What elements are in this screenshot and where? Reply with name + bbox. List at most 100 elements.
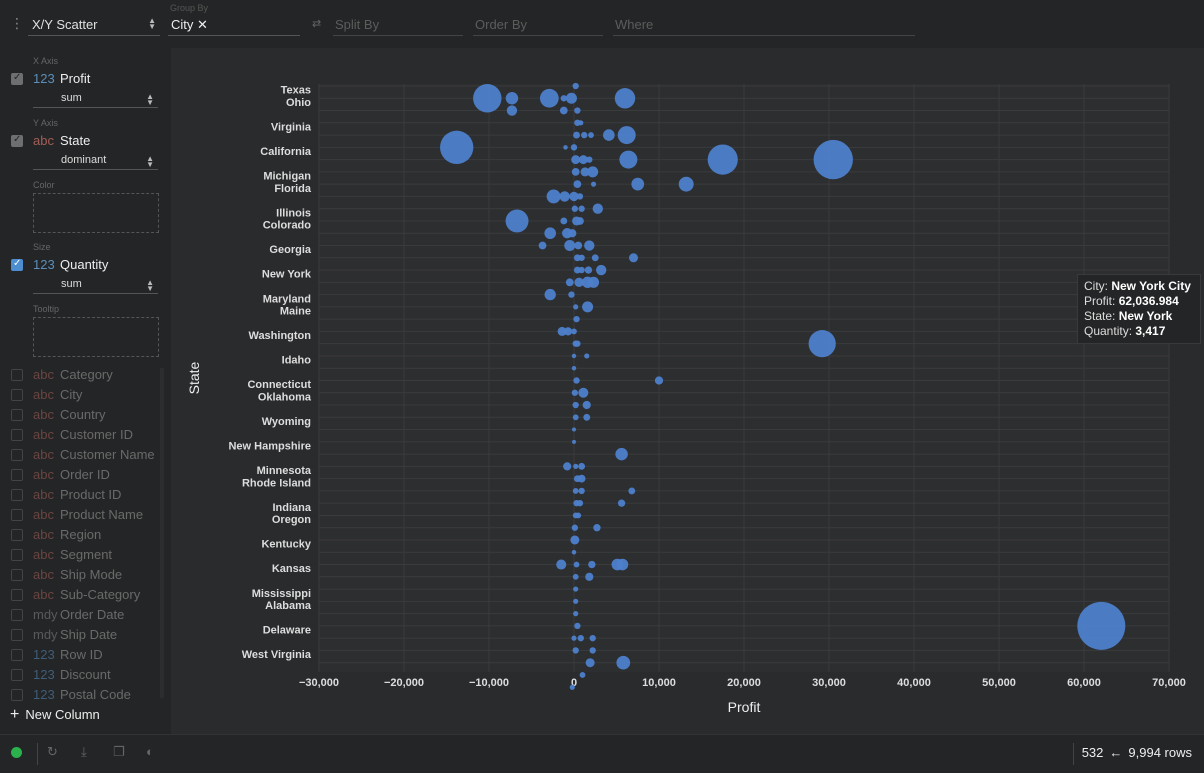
scatter-point[interactable]	[707, 144, 738, 175]
new-column-button[interactable]: + New Column	[10, 706, 100, 724]
scatter-point[interactable]	[571, 167, 580, 176]
scatter-point[interactable]	[574, 241, 583, 250]
scatter-chart[interactable]: −30,000 −20,000 −10,000 0 10,000 20,000 30,000…	[171, 48, 1204, 734]
plugin-select[interactable]: X/Y Scatter ▲ ▼	[28, 12, 160, 36]
scatter-point[interactable]	[572, 414, 579, 421]
scatter-point[interactable]	[573, 611, 579, 617]
scatter-point[interactable]	[560, 217, 568, 225]
scatter-point[interactable]	[573, 463, 579, 469]
scatter-point[interactable]	[573, 131, 580, 139]
column-checkbox[interactable]	[11, 389, 23, 401]
column-item[interactable]: abc Region	[10, 526, 170, 544]
scatter-point[interactable]	[571, 205, 579, 212]
scatter-point[interactable]	[565, 92, 577, 104]
column-checkbox[interactable]	[11, 509, 23, 521]
remove-pill-icon[interactable]: ✕	[197, 17, 208, 32]
scatter-point[interactable]	[576, 499, 584, 507]
column-item[interactable]: abc Category	[10, 366, 170, 384]
column-item[interactable]: abc Product Name	[10, 506, 170, 524]
column-item[interactable]: abc Ship Mode	[10, 566, 170, 584]
group-by-pill[interactable]: City ✕	[171, 17, 208, 33]
scatter-point[interactable]	[544, 227, 557, 240]
scatter-point[interactable]	[571, 550, 577, 555]
scatter-point[interactable]	[571, 635, 577, 641]
group-by-field[interactable]: City ✕	[168, 12, 300, 36]
scatter-point[interactable]	[544, 288, 556, 301]
scatter-point[interactable]	[628, 487, 636, 495]
size-checkbox[interactable]	[11, 258, 23, 271]
scatter-point[interactable]	[473, 84, 502, 113]
scatter-point[interactable]	[583, 413, 591, 421]
column-checkbox[interactable]	[11, 489, 23, 501]
column-item[interactable]: abc Customer ID	[10, 426, 170, 444]
column-item[interactable]: abc City	[10, 386, 170, 404]
scatter-point[interactable]	[559, 106, 568, 115]
sidebar-scrollbar[interactable]	[160, 368, 164, 698]
scatter-point[interactable]	[564, 240, 576, 252]
x-axis-checkbox[interactable]	[11, 72, 23, 85]
scatter-point[interactable]	[578, 487, 585, 495]
scatter-point[interactable]	[578, 266, 585, 274]
scatter-point[interactable]	[678, 176, 694, 192]
scatter-point[interactable]	[572, 427, 576, 432]
scatter-point[interactable]	[579, 672, 586, 678]
scatter-point[interactable]	[582, 301, 594, 313]
scatter-point[interactable]	[588, 132, 594, 138]
scatter-point[interactable]	[584, 240, 595, 251]
drag-handle-icon[interactable]: ⋮	[10, 15, 24, 31]
scatter-point[interactable]	[588, 276, 600, 288]
column-item[interactable]: abc Customer Name	[10, 446, 170, 464]
scatter-point[interactable]	[571, 155, 581, 165]
column-item[interactable]: abc Order ID	[10, 466, 170, 484]
scatter-point[interactable]	[574, 107, 581, 114]
scatter-point[interactable]	[578, 462, 586, 470]
column-checkbox[interactable]	[11, 609, 23, 621]
scatter-point[interactable]	[560, 95, 567, 102]
scatter-point[interactable]	[616, 655, 631, 670]
scatter-point[interactable]	[574, 340, 581, 347]
scatter-point[interactable]	[591, 254, 599, 262]
scatter-point[interactable]	[629, 253, 638, 263]
size-aggregate-select[interactable]: sum ▲ ▼	[33, 276, 158, 294]
column-checkbox[interactable]	[11, 449, 23, 461]
column-checkbox[interactable]	[11, 649, 23, 661]
scatter-point[interactable]	[573, 180, 582, 189]
scatter-point[interactable]	[592, 203, 603, 214]
scatter-point[interactable]	[556, 559, 567, 570]
scatter-point[interactable]	[578, 387, 589, 398]
scatter-point[interactable]	[577, 474, 586, 483]
order-by-field[interactable]: Order By	[473, 12, 603, 36]
scatter-point[interactable]	[574, 277, 584, 288]
scatter-point[interactable]	[614, 88, 636, 109]
scatter-point[interactable]	[603, 129, 615, 141]
scatter-point[interactable]	[808, 330, 836, 358]
scatter-point[interactable]	[571, 365, 577, 371]
scatter-point[interactable]	[578, 205, 585, 212]
x-axis-column[interactable]: 123 Profit	[10, 70, 170, 88]
scatter-point[interactable]	[580, 167, 590, 177]
scatter-point[interactable]	[573, 377, 580, 384]
column-item[interactable]: abc Sub-Category	[10, 586, 170, 604]
scatter-point[interactable]	[569, 191, 579, 202]
scatter-point[interactable]	[590, 181, 597, 187]
copy-icon[interactable]: ❐	[113, 744, 125, 759]
scatter-point[interactable]	[440, 130, 474, 165]
column-item[interactable]: 123 Discount	[10, 666, 170, 684]
scatter-point[interactable]	[573, 561, 580, 568]
column-checkbox[interactable]	[11, 549, 23, 561]
scatter-point[interactable]	[571, 389, 579, 396]
scatter-point[interactable]	[572, 82, 579, 90]
column-checkbox[interactable]	[11, 689, 23, 701]
scatter-point[interactable]	[585, 658, 595, 668]
scatter-point[interactable]	[571, 353, 577, 359]
scatter-point[interactable]	[506, 105, 518, 116]
scatter-point[interactable]	[813, 139, 853, 180]
size-column[interactable]: 123 Quantity	[10, 256, 170, 274]
scatter-point[interactable]	[584, 266, 593, 274]
scatter-point[interactable]	[617, 126, 636, 145]
scatter-point[interactable]	[582, 400, 591, 410]
column-checkbox[interactable]	[11, 529, 23, 541]
scatter-point[interactable]	[573, 586, 579, 592]
scatter-point[interactable]	[574, 622, 581, 630]
scatter-point[interactable]	[538, 241, 547, 250]
